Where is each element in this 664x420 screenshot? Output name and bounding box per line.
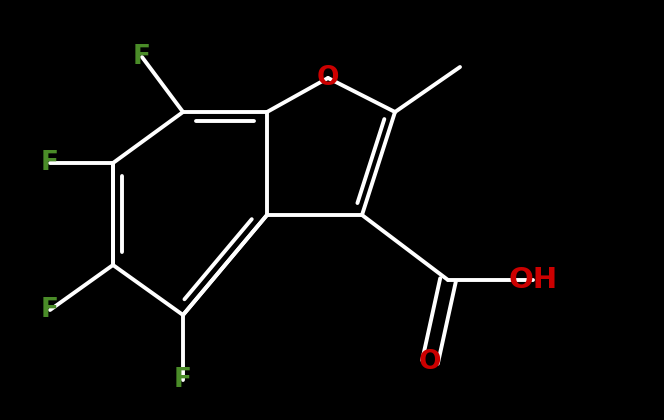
Text: F: F <box>41 150 59 176</box>
Text: F: F <box>41 297 59 323</box>
Text: O: O <box>317 65 339 91</box>
Text: F: F <box>133 44 151 70</box>
Text: OH: OH <box>509 266 558 294</box>
Text: F: F <box>174 367 192 393</box>
Text: O: O <box>419 349 442 375</box>
